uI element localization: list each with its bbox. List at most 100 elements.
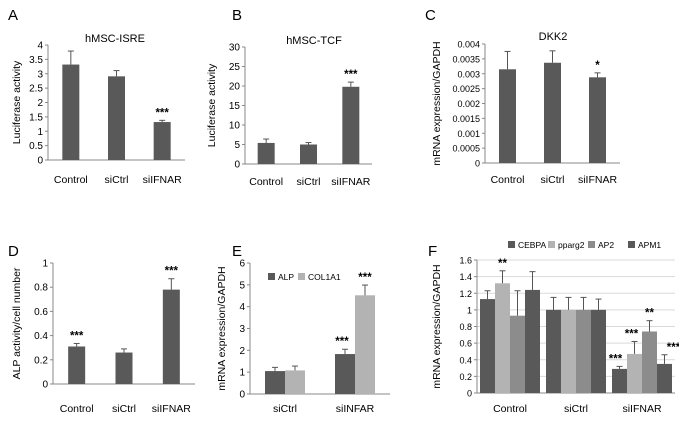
legend-label: CEBPA xyxy=(518,240,547,250)
bar xyxy=(657,363,672,393)
y-axis-label: ALP activity/cell number xyxy=(11,267,23,379)
legend-label: AP2 xyxy=(598,240,614,250)
bar xyxy=(561,309,576,393)
chart-title: hMSC-TCF xyxy=(286,35,342,47)
x-tick-label: siIFNAR xyxy=(152,403,192,415)
y-tick-label: 1.4 xyxy=(459,272,472,282)
y-tick-label: 5 xyxy=(234,140,240,151)
y-axis-label: mRNA expression/GAPDH xyxy=(431,264,443,388)
y-tick-label: 0.0035 xyxy=(452,54,480,64)
x-tick-label: siCtrl xyxy=(564,403,588,415)
y-tick-label: 6 xyxy=(239,259,245,270)
bar xyxy=(546,309,561,393)
panel-letter: C xyxy=(425,7,436,24)
significance-label: *** xyxy=(335,336,349,348)
x-tick-label: siCtrl xyxy=(105,174,129,186)
y-tick-label: 3 xyxy=(239,324,245,335)
y-tick-label: 0.2 xyxy=(34,355,48,366)
y-axis-label: Luciferase activity xyxy=(11,60,23,144)
panel-letter: E xyxy=(232,243,242,260)
significance-label: *** xyxy=(165,266,179,278)
panel-letter: F xyxy=(428,243,437,260)
y-tick-label: 5 xyxy=(239,280,245,291)
bar xyxy=(342,86,360,164)
legend-swatch xyxy=(548,241,555,248)
y-tick-label: 0 xyxy=(467,389,472,399)
x-tick-label: siCtrl xyxy=(273,403,297,415)
bar xyxy=(300,144,317,164)
bar xyxy=(495,283,510,393)
bar xyxy=(108,76,125,160)
bar xyxy=(627,353,642,393)
y-tick-label: 3 xyxy=(37,69,43,80)
bar xyxy=(499,69,516,163)
y-tick-label: 0.0005 xyxy=(452,144,480,154)
y-tick-label: 4 xyxy=(37,41,43,52)
y-axis-label: Luciferase activity xyxy=(206,63,218,147)
significance-label: *** xyxy=(155,107,169,119)
x-tick-label: Control xyxy=(493,403,527,415)
y-tick-label: 2 xyxy=(239,346,245,357)
legend-label: ALP xyxy=(278,272,294,282)
significance-label: *** xyxy=(667,342,679,354)
bar xyxy=(355,295,375,394)
y-tick-label: 1 xyxy=(37,127,43,138)
bar xyxy=(589,77,606,163)
legend-swatch xyxy=(588,241,595,248)
y-tick-label: 0.001 xyxy=(457,129,480,139)
significance-label: * xyxy=(595,60,600,72)
chart-panel-c: C DKK2 mRNA expression/GAPDH 0 0.0005 0.001 0.… xyxy=(425,7,620,186)
y-tick-label: 1.5 xyxy=(29,112,43,123)
y-tick-label: 0 xyxy=(475,159,480,169)
y-tick-label: 0.002 xyxy=(457,99,480,109)
y-tick-label: 4 xyxy=(239,302,245,313)
significance-label: *** xyxy=(625,328,639,340)
y-tick-label: 1 xyxy=(239,368,245,379)
significance-label: *** xyxy=(609,353,623,365)
bar xyxy=(480,299,495,393)
y-tick-label: 1 xyxy=(42,259,48,270)
bar xyxy=(162,289,180,384)
x-tick-label: Control xyxy=(60,403,94,415)
legend-label: pparg2 xyxy=(558,240,585,250)
y-axis-label: mRNA expression/GAPDH xyxy=(431,41,443,165)
y-tick-label: 1.2 xyxy=(459,289,472,299)
y-tick-label: 0.2 xyxy=(459,372,472,382)
bar xyxy=(335,354,355,394)
legend-swatch xyxy=(628,241,635,248)
bar xyxy=(285,370,305,394)
significance-label: ** xyxy=(498,258,507,270)
x-tick-label: siCtrl xyxy=(297,176,321,188)
chart-panel-d: D ALP activity/cell number 0 0.2 0.4 0.6 0.8 1 C… xyxy=(8,243,195,415)
y-tick-label: 2.5 xyxy=(29,84,43,95)
chart-title: hMSC-ISRE xyxy=(85,33,145,45)
x-tick-label: Control xyxy=(54,174,88,186)
y-tick-label: 0.003 xyxy=(457,69,480,79)
y-tick-label: 0 xyxy=(37,156,43,167)
y-tick-label: 1.6 xyxy=(459,256,472,266)
x-tick-label: siIFNAR xyxy=(622,403,662,415)
bar xyxy=(68,346,86,384)
bar xyxy=(525,289,540,393)
y-tick-label: 0 xyxy=(239,390,245,401)
y-tick-label: 0 xyxy=(42,380,48,391)
x-tick-label: Control xyxy=(491,174,525,186)
significance-label: *** xyxy=(70,330,84,342)
bar xyxy=(257,142,275,164)
bar xyxy=(62,64,80,160)
y-tick-label: 3.5 xyxy=(29,55,43,66)
y-tick-label: 1 xyxy=(467,305,472,315)
bar xyxy=(544,62,561,163)
y-tick-label: 20 xyxy=(229,82,241,93)
panel-letter: B xyxy=(232,7,242,24)
panel-letter: D xyxy=(8,243,19,260)
bar xyxy=(510,315,525,393)
significance-label: *** xyxy=(358,272,372,284)
x-tick-label: siCtrl xyxy=(541,174,565,186)
y-tick-label: 0.8 xyxy=(459,322,472,332)
y-tick-label: 25 xyxy=(229,62,241,73)
